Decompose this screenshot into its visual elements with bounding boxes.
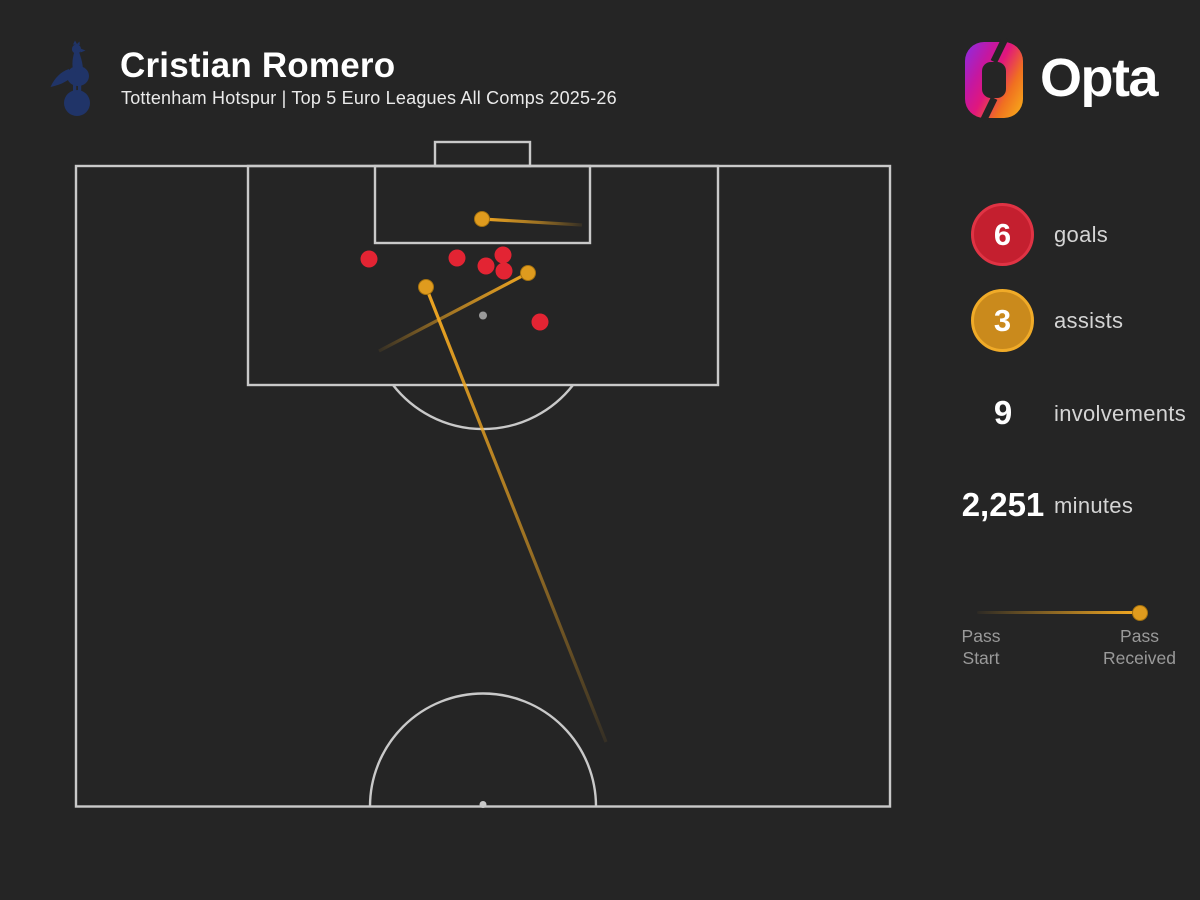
assists-badge: 3	[971, 289, 1034, 352]
goal-dots	[360, 246, 549, 331]
goal-dot	[477, 257, 495, 275]
centre-spot	[479, 801, 487, 808]
involvements-value: 9	[993, 394, 1013, 431]
assists-label: assists	[1054, 308, 1124, 333]
tottenham-crest-logo	[50, 40, 90, 116]
pitch-lines	[74, 140, 892, 808]
penalty-area	[246, 164, 720, 387]
assist-pass-line	[378, 271, 529, 353]
involvements-label: involvements	[1054, 401, 1186, 426]
assists-value: 3	[993, 302, 1012, 338]
assist-received-dot	[418, 279, 434, 295]
assist-pass-line	[424, 286, 608, 743]
goal-dot	[495, 262, 513, 280]
assist-pass-line	[481, 217, 583, 227]
goal-dot	[494, 246, 512, 264]
page-title: Cristian Romero	[120, 46, 396, 85]
legend-pass-received-label: Pass Received	[1103, 626, 1176, 668]
goal-frame	[433, 140, 532, 168]
goal-dot	[531, 313, 549, 331]
goal-dot	[448, 249, 466, 267]
goals-label: goals	[1054, 222, 1109, 247]
assist-received-dot	[474, 211, 490, 227]
legend-pass-start-label: Pass Start	[961, 626, 1001, 668]
penalty-spot	[479, 311, 487, 320]
minutes-value: 2,251	[961, 486, 1045, 523]
goals-value: 6	[993, 216, 1012, 252]
assist-pass-lines	[378, 217, 608, 743]
goals-badge: 6	[971, 203, 1034, 266]
assist-received-dot	[520, 265, 536, 281]
opta-wordmark: Opta	[1040, 48, 1159, 108]
goal-dot	[360, 250, 378, 268]
opta-logo-icon	[965, 36, 1023, 124]
page-subtitle: Tottenham Hotspur | Top 5 Euro Leagues A…	[121, 88, 617, 108]
cockerel-on-ball-icon	[50, 40, 90, 116]
penalty-arc	[392, 384, 574, 431]
assist-received-dots	[418, 211, 536, 295]
legend-pass-received-dot	[1132, 605, 1148, 621]
legend-pass-line	[977, 611, 1134, 614]
minutes-label: minutes	[1054, 493, 1134, 518]
six-yard-box	[373, 164, 592, 245]
centre-circle	[368, 692, 598, 807]
opta-logo-hole	[982, 62, 1006, 98]
